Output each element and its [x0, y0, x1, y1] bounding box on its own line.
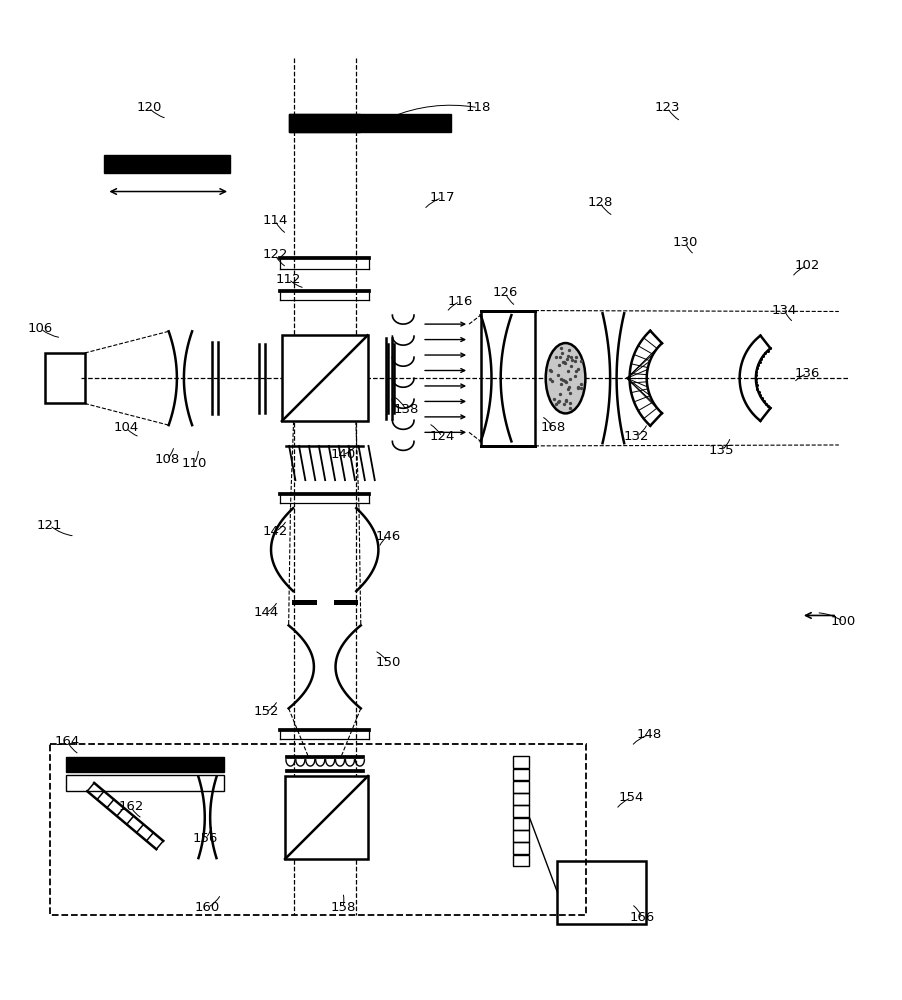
Text: 100: 100 [831, 615, 856, 628]
Bar [285, 776, 368, 859]
Bar [513, 842, 529, 854]
Text: 152: 152 [253, 705, 279, 718]
Text: 104: 104 [114, 421, 139, 434]
Text: 140: 140 [330, 448, 355, 461]
Bar [50, 744, 586, 915]
Bar [513, 805, 529, 817]
Text: 164: 164 [55, 735, 80, 748]
Text: 158: 158 [330, 901, 355, 914]
Text: 160: 160 [195, 901, 220, 914]
Text: 136: 136 [795, 367, 820, 380]
Text: 150: 150 [375, 656, 400, 669]
Text: 156: 156 [193, 832, 218, 845]
Text: 130: 130 [673, 236, 698, 249]
Bar [289, 114, 451, 132]
Bar [66, 775, 224, 791]
Text: 132: 132 [623, 430, 649, 443]
Bar [513, 855, 529, 866]
Bar [66, 757, 224, 772]
Bar [45, 353, 85, 403]
Text: 124: 124 [429, 430, 455, 443]
Text: 168: 168 [540, 421, 566, 434]
Text: 142: 142 [262, 525, 288, 538]
Text: 120: 120 [136, 101, 161, 114]
Text: 112: 112 [276, 273, 301, 286]
Bar [513, 769, 529, 780]
Bar [513, 818, 529, 830]
Ellipse shape [546, 343, 585, 413]
Text: 134: 134 [772, 304, 797, 317]
Text: 148: 148 [637, 728, 662, 741]
Text: 123: 123 [655, 101, 680, 114]
Text: 162: 162 [118, 800, 143, 813]
Text: 114: 114 [262, 214, 288, 227]
Bar [513, 756, 529, 768]
Text: 117: 117 [429, 191, 455, 204]
Text: 128: 128 [587, 196, 612, 209]
Text: 126: 126 [492, 286, 518, 299]
Bar [289, 114, 360, 132]
Text: 116: 116 [447, 295, 473, 308]
Text: 146: 146 [375, 530, 400, 543]
Text: 122: 122 [262, 248, 288, 261]
Text: 135: 135 [709, 444, 734, 457]
Text: 166: 166 [630, 911, 655, 924]
Text: 121: 121 [37, 519, 62, 532]
Bar [281, 335, 367, 421]
Text: 110: 110 [181, 457, 207, 470]
Text: 138: 138 [393, 403, 419, 416]
Text: 102: 102 [795, 259, 820, 272]
Bar [513, 830, 529, 842]
Bar [513, 781, 529, 793]
Bar [557, 861, 646, 924]
Text: 108: 108 [154, 453, 179, 466]
Bar [513, 793, 529, 805]
Text: 118: 118 [465, 101, 491, 114]
Bar [104, 155, 230, 173]
Text: 154: 154 [619, 791, 644, 804]
Text: 144: 144 [253, 606, 279, 619]
Text: 106: 106 [28, 322, 53, 335]
